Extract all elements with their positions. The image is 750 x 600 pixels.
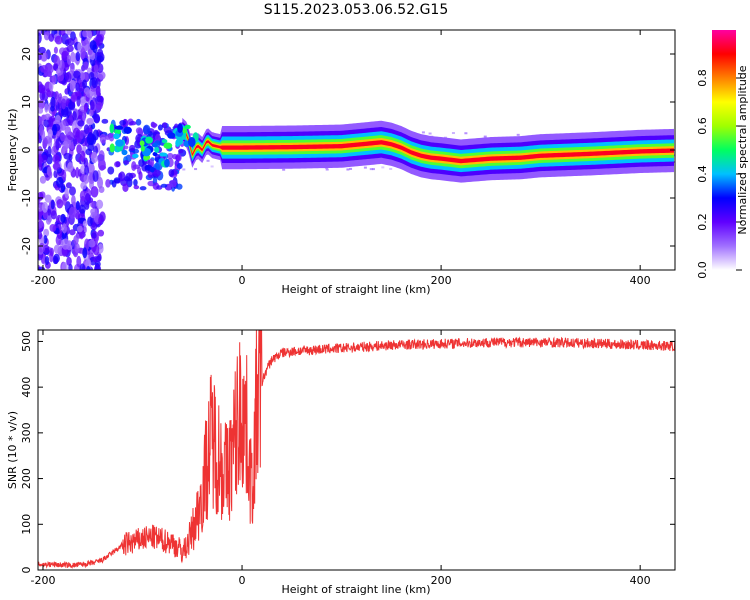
spectrogram-panel: -200 0 200 400 -20 -10 0 10 20 Height of straigh…: [6, 29, 676, 296]
spectrogram-axes: -200 0 200 400 -20 -10 0 10 20: [20, 30, 675, 287]
y-tick-label: 0: [20, 567, 33, 574]
x-tick-label: 200: [431, 574, 452, 587]
x-tick-label: 400: [630, 274, 651, 287]
colorbar-tick-label: 0.8: [696, 69, 709, 87]
snr-y-axis-label: SNR (10 * v/v): [6, 411, 19, 489]
y-tick-label: 200: [20, 468, 33, 489]
snr-frame: [37, 329, 676, 571]
y-tick-label: 100: [20, 514, 33, 535]
y-tick-label: 400: [20, 377, 33, 398]
colorbar-tick-label: 0.6: [696, 117, 709, 135]
spectrogram-x-axis-label: Height of straight line (km): [281, 283, 430, 296]
colorbar-gradient: [712, 30, 736, 270]
spectrogram-y-axis-label: Frequency (Hz): [6, 109, 19, 192]
colorbar: 0.0 0.2 0.4 0.6 0.8 Normalized spectral ampl…: [696, 30, 749, 279]
colorbar-tick-label: 0.2: [696, 213, 709, 231]
y-tick-label: 20: [20, 47, 33, 61]
x-tick-label: 200: [431, 274, 452, 287]
y-tick-label: -10: [20, 189, 33, 207]
x-tick-label: 0: [239, 574, 246, 587]
y-tick-label: 0: [20, 147, 33, 154]
y-tick-label: 10: [20, 95, 33, 109]
spectrogram-heatmap: [38, 30, 675, 270]
x-tick-label: -200: [30, 574, 55, 587]
x-tick-label: -200: [30, 274, 55, 287]
y-tick-label: -20: [20, 237, 33, 255]
x-tick-label: 400: [630, 574, 651, 587]
y-tick-label: 500: [20, 331, 33, 352]
x-tick-label: 0: [239, 274, 246, 287]
snr-x-axis-label: Height of straight line (km): [281, 583, 430, 596]
colorbar-tick-label: 0.0: [696, 261, 709, 279]
y-tick-label: 300: [20, 422, 33, 443]
snr-series-line: [37, 329, 676, 569]
snr-background: [38, 330, 675, 570]
colorbar-label: Normalized spectral amplitude: [736, 65, 749, 234]
figure-title: S115.2023.053.06.52.G15: [264, 2, 449, 18]
colorbar-ticks: 0.0 0.2 0.4 0.6 0.8: [696, 69, 742, 279]
colorbar-tick-label: 0.4: [696, 165, 709, 183]
